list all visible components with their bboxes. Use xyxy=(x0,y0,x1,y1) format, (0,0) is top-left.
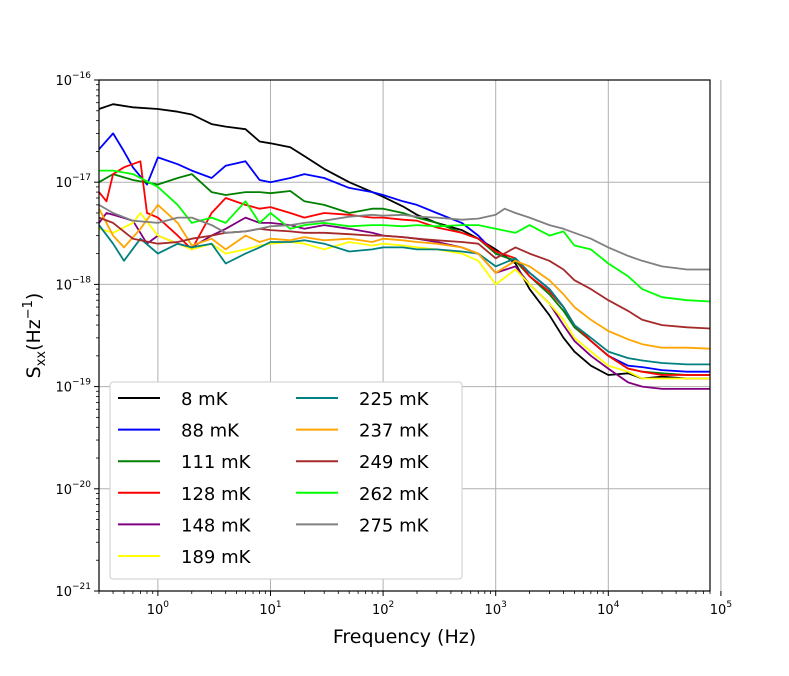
legend-label: 225 mK xyxy=(359,389,430,410)
y-axis-title-sub: xx xyxy=(34,351,49,367)
legend-box xyxy=(109,381,463,580)
x-tick-label: 101 xyxy=(259,600,281,618)
y-tick-label: 10−17 xyxy=(55,173,91,191)
legend-label: 88 mK xyxy=(181,421,240,442)
x-axis-ticks: 100 101 102 103 104 105 xyxy=(98,591,732,618)
series-line-189-mk xyxy=(98,212,710,380)
series-line-111-mk xyxy=(98,173,710,376)
legend-label: 262 mK xyxy=(359,484,430,505)
series-line-128-mk xyxy=(98,160,710,376)
legend-label: 111 mK xyxy=(181,452,252,473)
x-tick-label: 103 xyxy=(485,600,507,618)
series-line-225-mk xyxy=(98,224,710,366)
y-axis-ticks: 10−21 10−20 10−19 10−18 10−17 10−16 xyxy=(55,71,99,600)
y-axis-title-unit-exp: −1 xyxy=(21,300,36,319)
legend-label: 237 mK xyxy=(359,421,430,442)
y-tick-label: 10−19 xyxy=(55,378,91,396)
y-tick-label: 10−16 xyxy=(55,71,91,89)
plot-frame xyxy=(98,79,711,592)
legend-label: 189 mK xyxy=(181,547,252,568)
legend-label: 128 mK xyxy=(181,484,252,505)
y-axis-title-main: S xyxy=(23,366,45,378)
legend-label: 148 mK xyxy=(181,515,252,536)
legend-label: 275 mK xyxy=(359,515,430,536)
legend-label: 8 mK xyxy=(181,389,229,410)
y-tick-label: 10−20 xyxy=(55,480,91,498)
legend-label: 249 mK xyxy=(359,452,430,473)
y-axis-title-unit-open: (Hz xyxy=(23,319,45,351)
y-axis-title-unit-close: ) xyxy=(23,293,45,300)
x-tick-label: 100 xyxy=(147,600,170,618)
series-line-8-mk xyxy=(98,103,710,380)
series-line-249-mk xyxy=(98,216,711,330)
y-tick-label: 10−21 xyxy=(55,582,91,600)
x-tick-label: 102 xyxy=(372,600,394,618)
legend: 8 mK 88 mK 111 mK 128 mK 148 mK 189 mK 225 mK 2… xyxy=(109,381,463,580)
x-tick-label: 104 xyxy=(597,600,620,618)
series-line-262-mk xyxy=(99,169,711,303)
x-tick-label: 105 xyxy=(710,600,732,618)
x-axis-title: Frequency (Hz) xyxy=(333,626,476,648)
series-line-275-mk xyxy=(98,204,710,271)
series-lines xyxy=(98,103,711,390)
y-axis-title: Sxx(Hz−1) xyxy=(21,293,49,379)
y-tick-label: 10−18 xyxy=(55,275,91,293)
series-line-237-mk xyxy=(98,203,711,350)
